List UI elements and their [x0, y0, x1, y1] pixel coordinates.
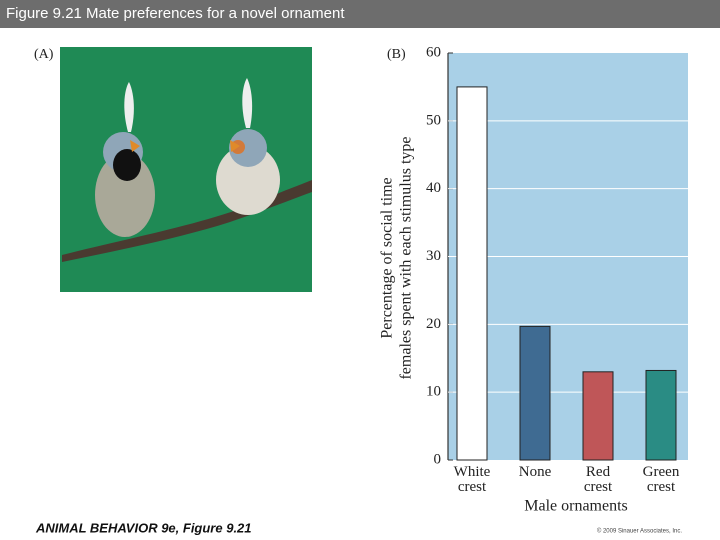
y-tick-label: 40 — [426, 180, 441, 196]
x-tick-label: None — [518, 464, 552, 480]
y-tick-label: 10 — [426, 384, 441, 400]
source: ANIMAL BEHAVIOR 9e, Figure 9.21 — [35, 520, 252, 535]
y-tick-label: 60 — [426, 44, 441, 60]
x-tick-label: White crest — [453, 464, 491, 495]
bar — [519, 325, 551, 461]
y-axis-label: Percentage of social time — [379, 177, 396, 338]
bar — [582, 371, 614, 461]
bar — [456, 86, 488, 461]
x-axis-label: Male ornaments — [524, 498, 628, 515]
title-bar — [0, 0, 720, 28]
y-tick-label: 30 — [426, 248, 441, 264]
y-axis-label: females spent with each stimulus type — [398, 136, 415, 379]
y-tick-label: 0 — [434, 451, 442, 467]
panel-label: (B) — [387, 47, 406, 62]
y-tick-label: 50 — [426, 112, 441, 128]
x-tick-label: Red crest — [583, 464, 613, 495]
panel-label: (A) — [34, 47, 54, 62]
x-tick-label: Green crest — [642, 464, 680, 495]
bar — [645, 369, 677, 461]
slide-title: Figure 9.21 Mate preferences for a novel… — [6, 5, 345, 22]
photo — [60, 47, 312, 292]
copyright: © 2009 Sinauer Associates, Inc. — [597, 528, 682, 535]
y-tick-label: 20 — [426, 316, 441, 332]
